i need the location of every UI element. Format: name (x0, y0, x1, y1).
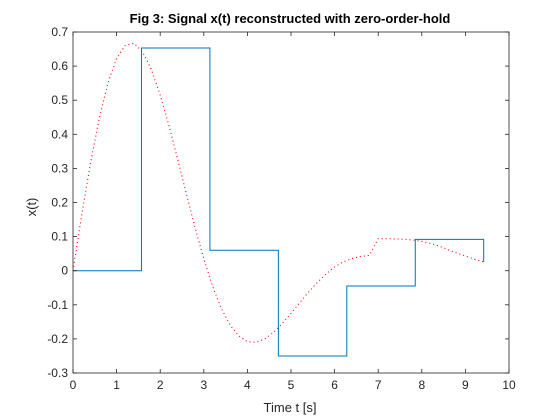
y-tick-label: -0.2 (47, 332, 68, 346)
x-axis-label: Time t [s] (264, 400, 317, 415)
x-tick-label: 6 (331, 378, 338, 392)
y-tick-label: 0.4 (51, 127, 68, 141)
x-tick-label: 3 (200, 378, 207, 392)
y-tick-label: -0.1 (47, 298, 68, 312)
x-tick-label: 10 (502, 378, 516, 392)
zero-order-hold-line (73, 47, 485, 357)
x-tick-label: 7 (375, 378, 382, 392)
y-tick-label: 0.5 (51, 93, 68, 107)
y-tick-label: 0.1 (51, 230, 68, 244)
y-tick-label: -0.3 (47, 366, 68, 380)
chart-title: Fig 3: Signal x(t) reconstructed with ze… (130, 11, 451, 26)
x-tick-label: 4 (244, 378, 251, 392)
x-tick-label: 1 (113, 378, 120, 392)
y-tick-label: 0.3 (51, 161, 68, 175)
plot-area (72, 42, 485, 357)
y-tick-label: 0 (61, 264, 68, 278)
axes: 0 1 2 3 4 5 6 7 8 9 10 -0.3 -0.2 -0.1 0 0.1 0.2 0.3 0.4 0.5… (47, 25, 516, 392)
x-tick-label: 2 (157, 378, 164, 392)
y-tick-label: 0.7 (51, 25, 68, 39)
y-tick-label: 0.6 (51, 59, 68, 73)
x-tick-label: 8 (418, 378, 425, 392)
y-tick-label: 0.2 (51, 196, 68, 210)
x-tick-label: 0 (70, 378, 77, 392)
y-axis-label: x(t) (24, 198, 39, 217)
x-tick-label: 5 (288, 378, 295, 392)
x-tick-label: 9 (462, 378, 469, 392)
